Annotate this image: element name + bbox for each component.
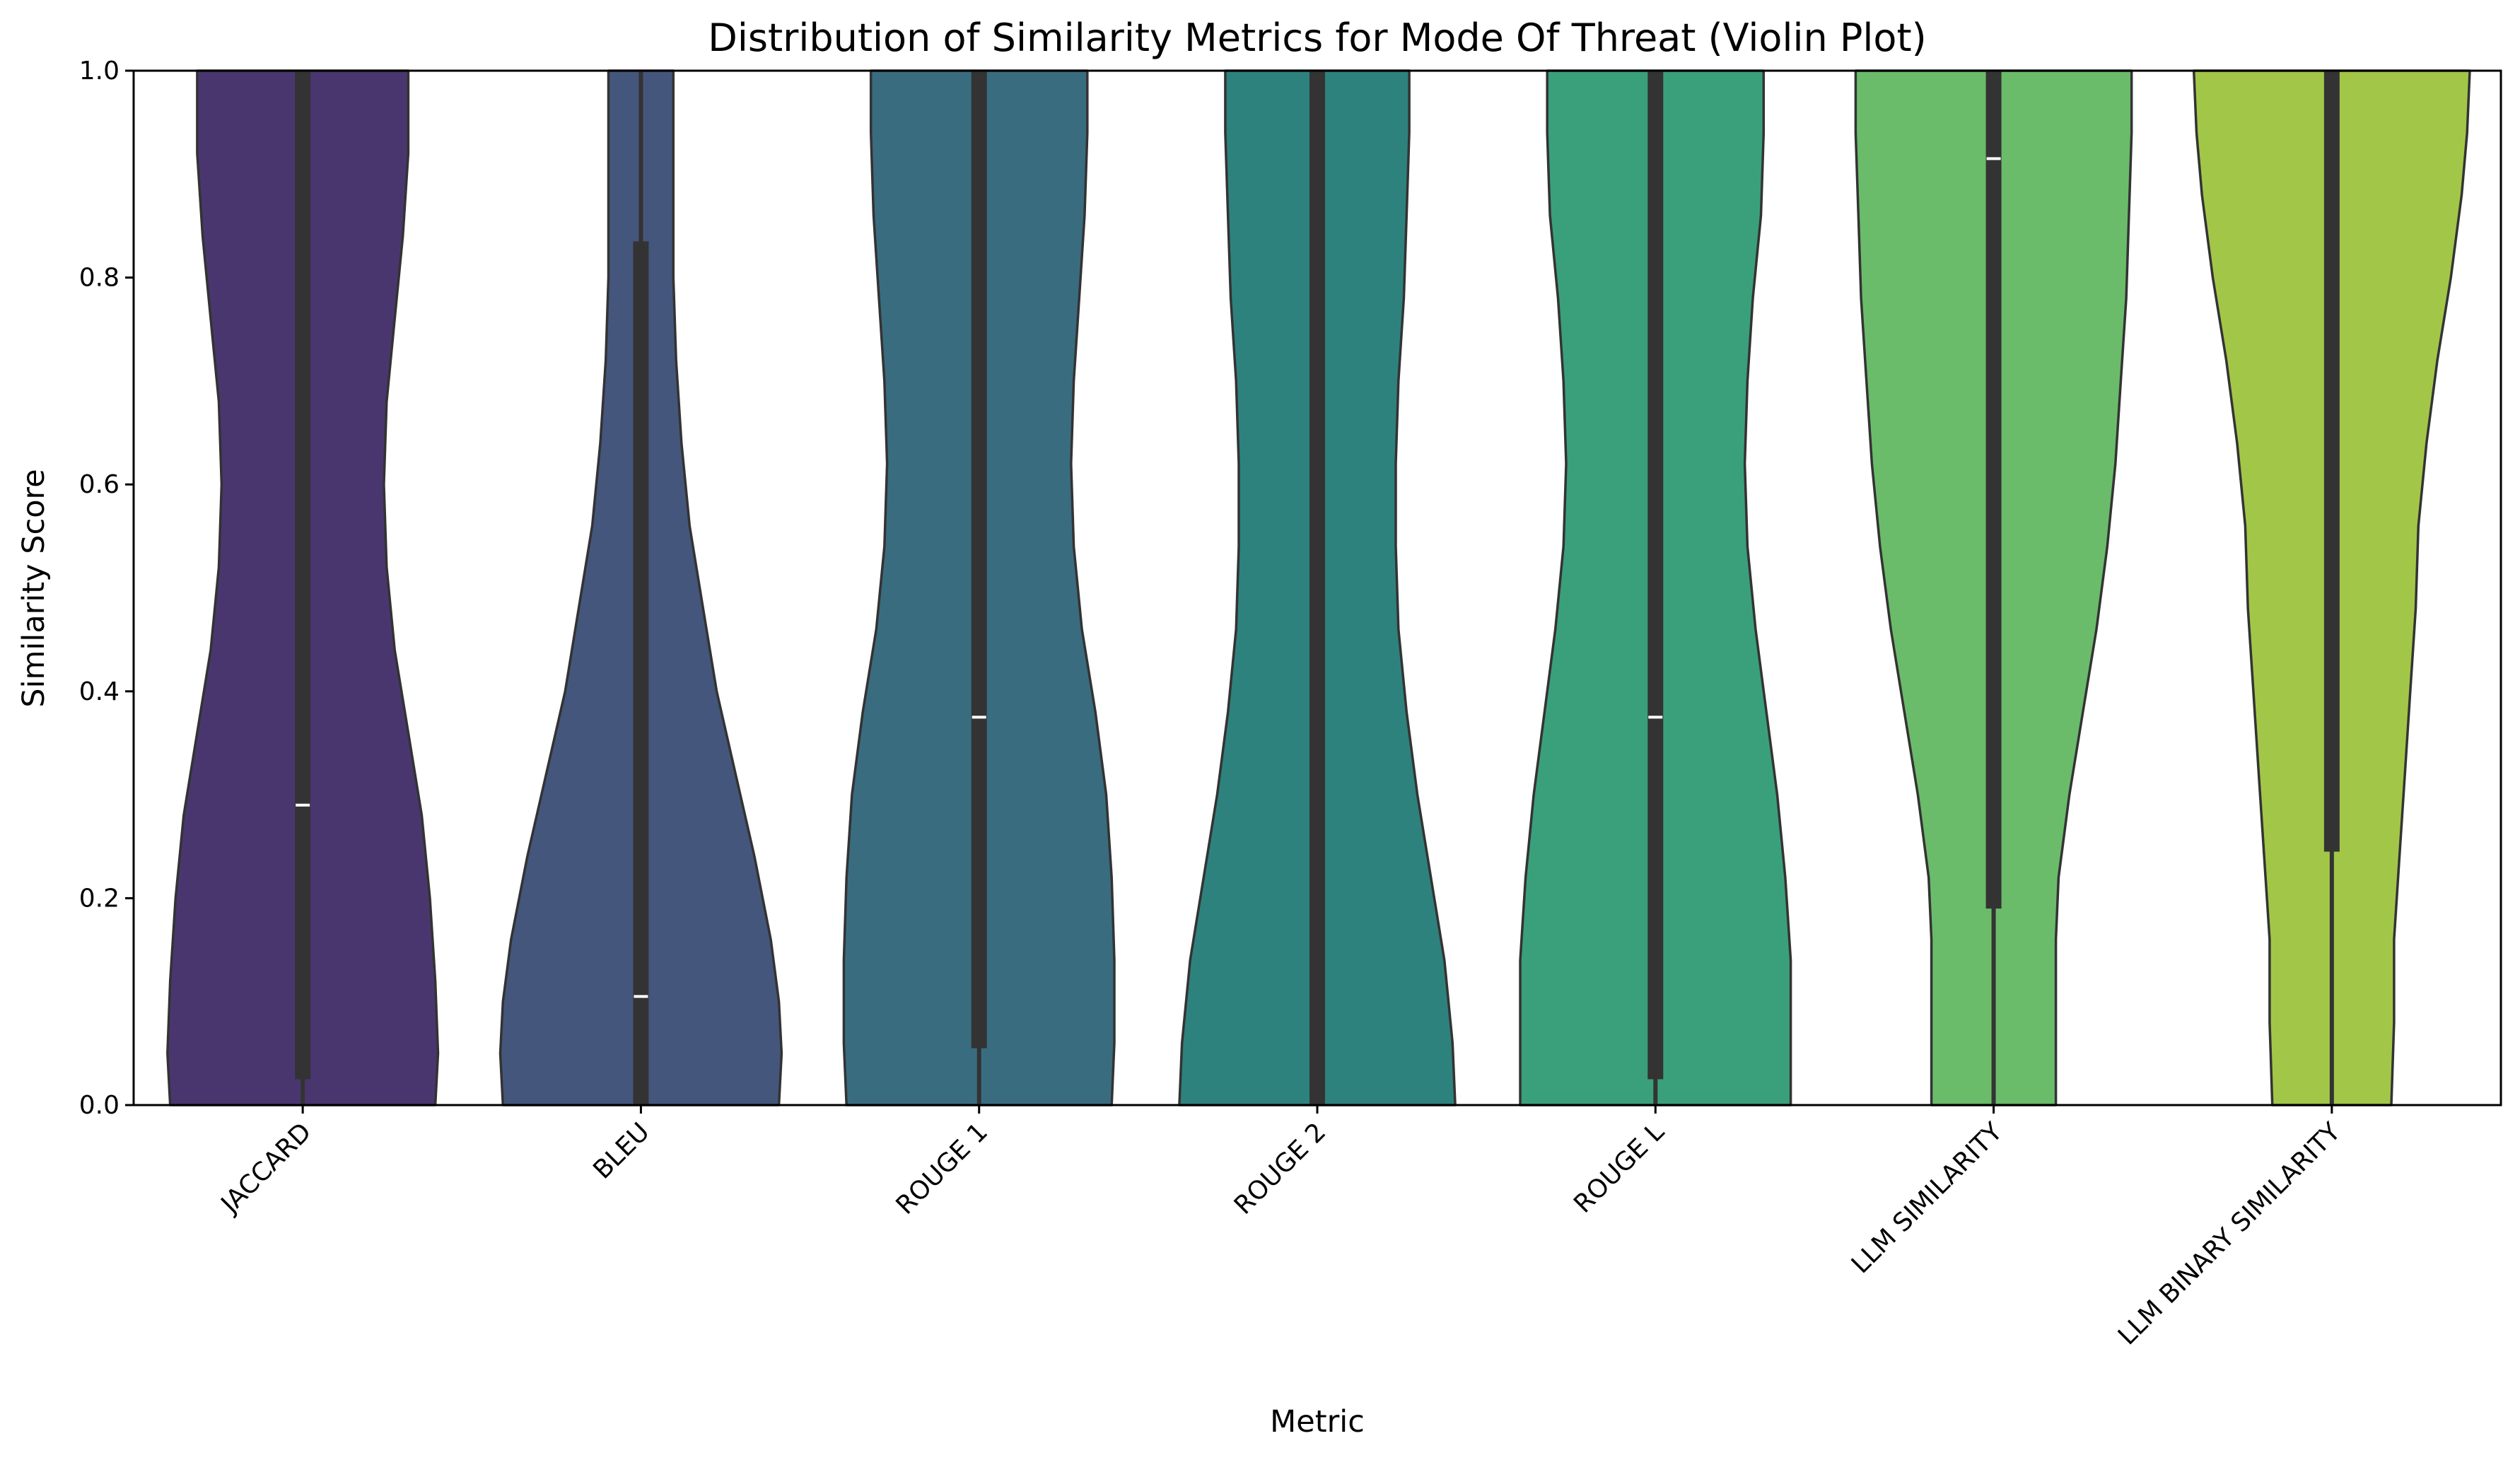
violin-iqr-box <box>295 71 311 1080</box>
y-axis: 0.0 0.2 0.4 0.6 0.8 1.0 <box>79 57 134 1120</box>
violin-iqr-box <box>2323 71 2340 852</box>
y-tick-label: 0.4 <box>79 677 119 706</box>
y-tick-label: 0.6 <box>79 470 119 499</box>
y-axis-label: Similarity Score <box>16 469 52 707</box>
violin-iqr-box <box>1985 71 2002 909</box>
y-tick-label: 0.8 <box>79 264 119 293</box>
box-layer <box>295 71 2340 1105</box>
x-axis-label: Metric <box>1270 1404 1365 1439</box>
violin-iqr-box <box>1309 71 1325 1105</box>
y-tick-label: 0.2 <box>79 884 119 913</box>
chart-title: Distribution of Similarity Metrics for M… <box>708 16 1926 60</box>
violin-iqr-box <box>1647 71 1664 1080</box>
violin-iqr-box <box>633 241 649 1105</box>
y-tick-label: 1.0 <box>79 57 119 86</box>
y-tick-label: 0.0 <box>79 1091 119 1120</box>
violin-iqr-box <box>971 71 987 1049</box>
